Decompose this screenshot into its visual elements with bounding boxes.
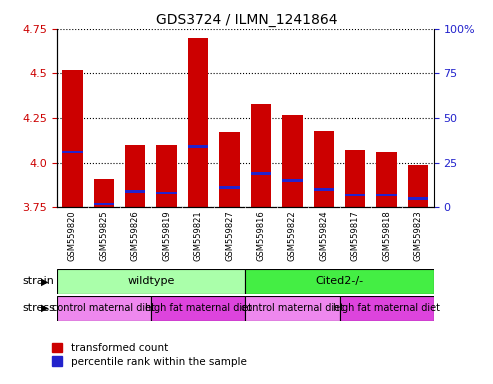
Text: stress: stress [22,303,55,313]
Bar [151,296,245,321]
Bar [188,146,209,148]
Text: control maternal diet: control maternal diet [52,303,155,313]
Text: high fat maternal diet: high fat maternal diet [144,303,251,313]
Bar [314,131,334,207]
Text: high fat maternal diet: high fat maternal diet [333,303,440,313]
Text: GSM559823: GSM559823 [414,210,423,261]
Text: GSM559816: GSM559816 [256,210,266,261]
Bar [340,296,434,321]
Text: GSM559826: GSM559826 [131,210,140,261]
Bar [377,152,397,207]
Bar [251,104,271,207]
Bar [156,192,177,194]
Text: GSM559817: GSM559817 [351,210,360,261]
Bar [245,269,434,294]
Bar [57,296,151,321]
Text: wildtype: wildtype [127,276,175,286]
Bar [345,194,365,196]
Bar [282,179,303,182]
Text: GSM559819: GSM559819 [162,210,171,261]
Bar [282,114,303,207]
Bar [188,38,209,207]
Text: GSM559818: GSM559818 [382,210,391,261]
Bar [377,194,397,196]
Text: GSM559824: GSM559824 [319,210,328,261]
Text: Cited2-/-: Cited2-/- [316,276,364,286]
Text: GSM559827: GSM559827 [225,210,234,261]
Bar [57,269,245,294]
Bar [125,145,145,207]
Bar [314,188,334,191]
Text: GSM559822: GSM559822 [288,210,297,261]
Bar [94,179,114,207]
Text: ▶: ▶ [40,276,48,286]
Text: control maternal diet: control maternal diet [241,303,344,313]
Bar [219,187,240,189]
Bar [219,132,240,207]
Bar [62,151,83,153]
Bar [251,172,271,175]
Text: GDS3724 / ILMN_1241864: GDS3724 / ILMN_1241864 [156,13,337,27]
Bar [156,145,177,207]
Text: GSM559825: GSM559825 [99,210,108,261]
Text: GSM559820: GSM559820 [68,210,77,261]
Bar [62,70,83,207]
Text: strain: strain [22,276,54,286]
Legend: transformed count, percentile rank within the sample: transformed count, percentile rank withi… [52,343,246,367]
Text: ▶: ▶ [40,303,48,313]
Bar [345,150,365,207]
Bar [94,202,114,205]
Bar [408,164,428,207]
Bar [125,190,145,192]
Text: GSM559821: GSM559821 [194,210,203,261]
Bar [245,296,340,321]
Bar [408,197,428,200]
